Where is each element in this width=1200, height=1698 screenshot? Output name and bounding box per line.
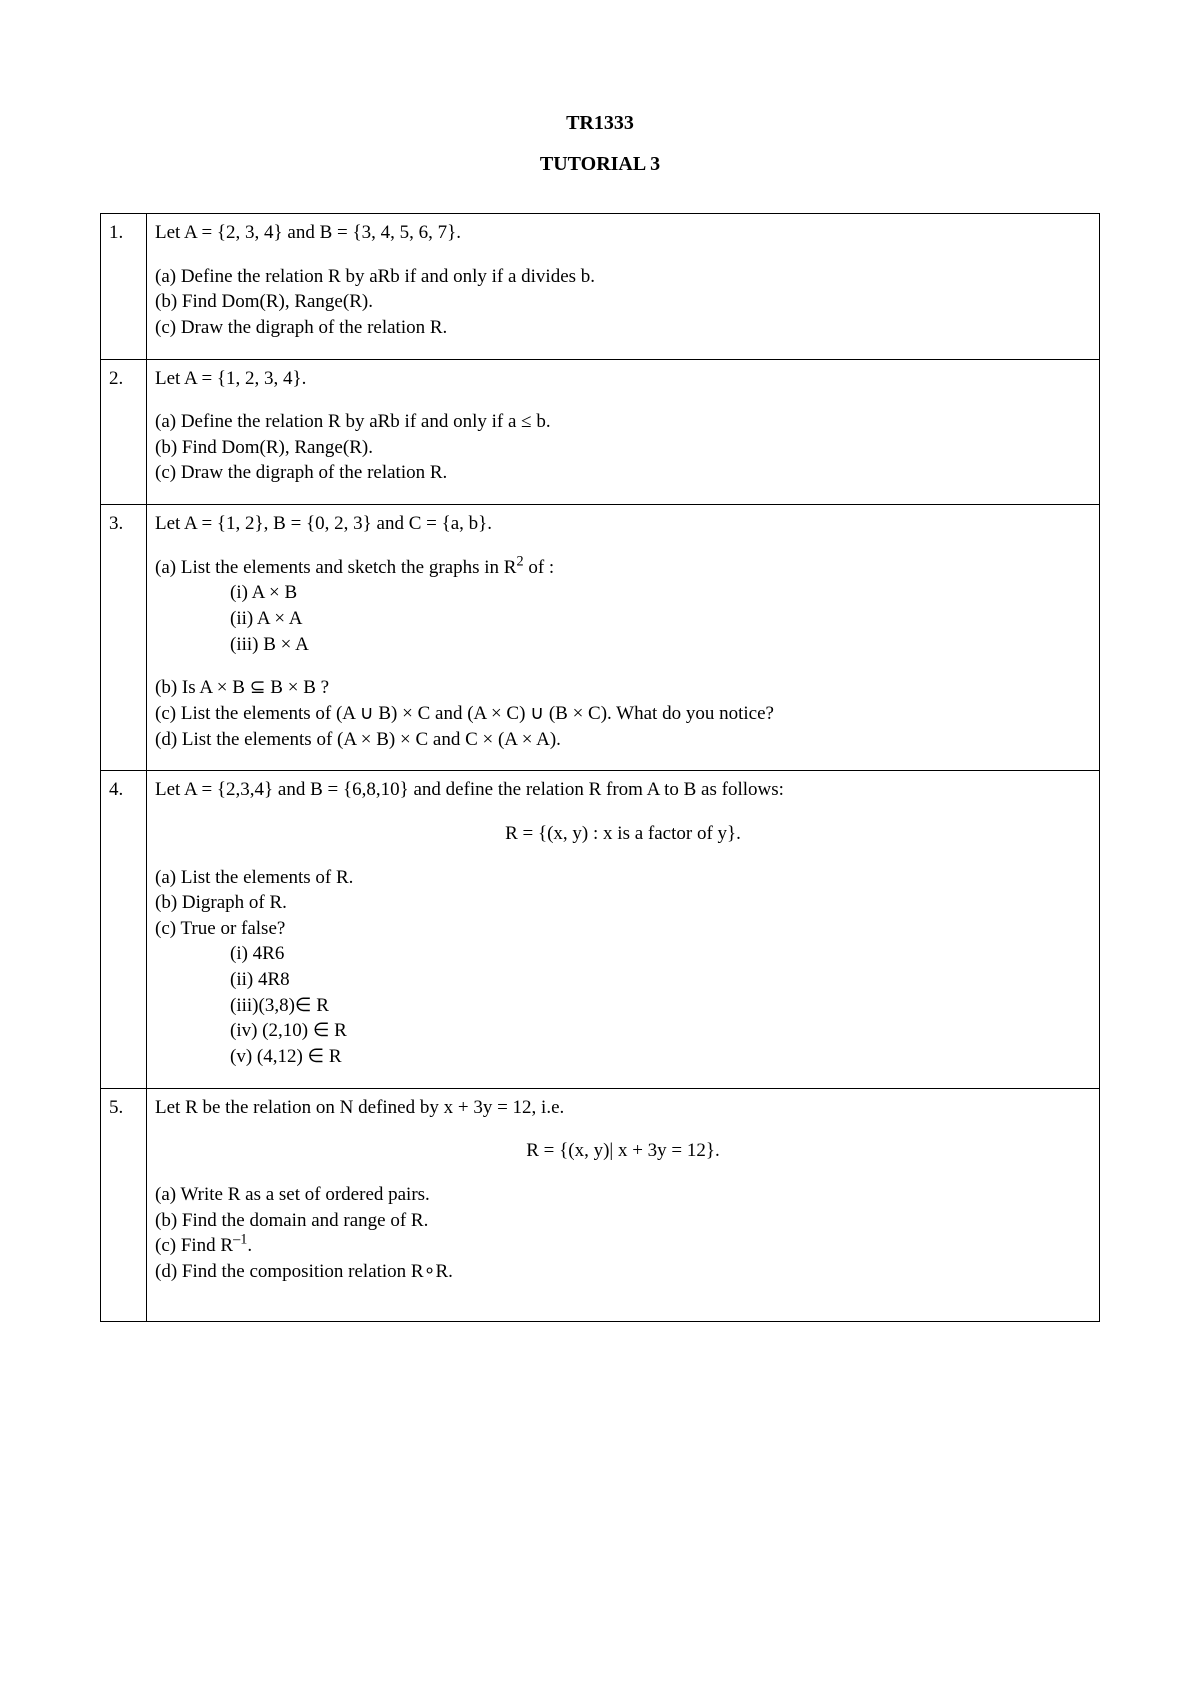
- q1-c: (c) Draw the digraph of the relation R.: [155, 315, 1091, 341]
- q4-c-iv: (iv) (2,10) ∈ R: [230, 1018, 1091, 1044]
- q5-a: (a) Write R as a set of ordered pairs.: [155, 1182, 1091, 1208]
- question-row-1: 1. Let A = {2, 3, 4} and B = {3, 4, 5, 6…: [101, 214, 1100, 360]
- question-intro: Let A = {2,3,4} and B = {6,8,10} and def…: [155, 777, 1091, 803]
- q1-b: (b) Find Dom(R), Range(R).: [155, 289, 1091, 315]
- question-row-2: 2. Let A = {1, 2, 3, 4}. (a) Define the …: [101, 359, 1100, 505]
- question-intro: Let R be the relation on N defined by x …: [155, 1095, 1091, 1121]
- tutorial-title: TUTORIAL 3: [100, 151, 1100, 178]
- question-intro: Let A = {1, 2, 3, 4}.: [155, 366, 1091, 392]
- question-intro: Let A = {2, 3, 4} and B = {3, 4, 5, 6, 7…: [155, 220, 1091, 246]
- q5-b: (b) Find the domain and range of R.: [155, 1208, 1091, 1234]
- course-code: TR1333: [100, 110, 1100, 137]
- q3-d: (d) List the elements of (A × B) × C and…: [155, 727, 1091, 753]
- q5-c-suffix: .: [247, 1235, 252, 1256]
- q2-c: (c) Draw the digraph of the relation R.: [155, 460, 1091, 486]
- question-content: Let A = {2, 3, 4} and B = {3, 4, 5, 6, 7…: [147, 214, 1100, 360]
- question-number: 1.: [101, 214, 147, 360]
- question-number: 2.: [101, 359, 147, 505]
- q3-a: (a) List the elements and sketch the gra…: [155, 555, 1091, 581]
- q2-a: (a) Define the relation R by aRb if and …: [155, 409, 1091, 435]
- question-content: Let A = {2,3,4} and B = {6,8,10} and def…: [147, 771, 1100, 1088]
- q4-c-iii: (iii)(3,8)∈ R: [230, 993, 1091, 1019]
- superscript: 2: [516, 553, 523, 569]
- question-row-5: 5. Let R be the relation on N defined by…: [101, 1088, 1100, 1321]
- q5-c-prefix: (c) Find R: [155, 1235, 233, 1256]
- questions-table: 1. Let A = {2, 3, 4} and B = {3, 4, 5, 6…: [100, 213, 1100, 1322]
- q4-b: (b) Digraph of R.: [155, 890, 1091, 916]
- q4-formula: R = {(x, y) : x is a factor of y}.: [155, 821, 1091, 847]
- q3-c: (c) List the elements of (A ∪ B) × C and…: [155, 701, 1091, 727]
- q4-a: (a) List the elements of R.: [155, 865, 1091, 891]
- question-row-4: 4. Let A = {2,3,4} and B = {6,8,10} and …: [101, 771, 1100, 1088]
- question-number: 4.: [101, 771, 147, 1088]
- q5-c: (c) Find R–1.: [155, 1233, 1091, 1259]
- q4-c-ii: (ii) 4R8: [230, 967, 1091, 993]
- question-number: 5.: [101, 1088, 147, 1321]
- q4-c-i: (i) 4R6: [230, 941, 1091, 967]
- q2-b: (b) Find Dom(R), Range(R).: [155, 435, 1091, 461]
- superscript: –1: [233, 1232, 247, 1248]
- q5-d: (d) Find the composition relation R∘R.: [155, 1259, 1091, 1285]
- q3-a-i: (i) A × B: [230, 580, 1091, 606]
- question-row-3: 3. Let A = {1, 2}, B = {0, 2, 3} and C =…: [101, 505, 1100, 771]
- q4-c: (c) True or false?: [155, 916, 1091, 942]
- question-number: 3.: [101, 505, 147, 771]
- q3-b: (b) Is A × B ⊆ B × B ?: [155, 675, 1091, 701]
- q3-a-prefix: (a) List the elements and sketch the gra…: [155, 557, 516, 578]
- page-header: TR1333 TUTORIAL 3: [100, 110, 1100, 178]
- q4-c-v: (v) (4,12) ∈ R: [230, 1044, 1091, 1070]
- question-content: Let A = {1, 2, 3, 4}. (a) Define the rel…: [147, 359, 1100, 505]
- q1-a: (a) Define the relation R by aRb if and …: [155, 264, 1091, 290]
- q3-a-suffix: of :: [524, 557, 555, 578]
- q3-a-iii: (iii) B × A: [230, 632, 1091, 658]
- question-content: Let R be the relation on N defined by x …: [147, 1088, 1100, 1321]
- question-intro: Let A = {1, 2}, B = {0, 2, 3} and C = {a…: [155, 511, 1091, 537]
- q5-formula: R = {(x, y)| x + 3y = 12}.: [155, 1138, 1091, 1164]
- q3-a-ii: (ii) A × A: [230, 606, 1091, 632]
- question-content: Let A = {1, 2}, B = {0, 2, 3} and C = {a…: [147, 505, 1100, 771]
